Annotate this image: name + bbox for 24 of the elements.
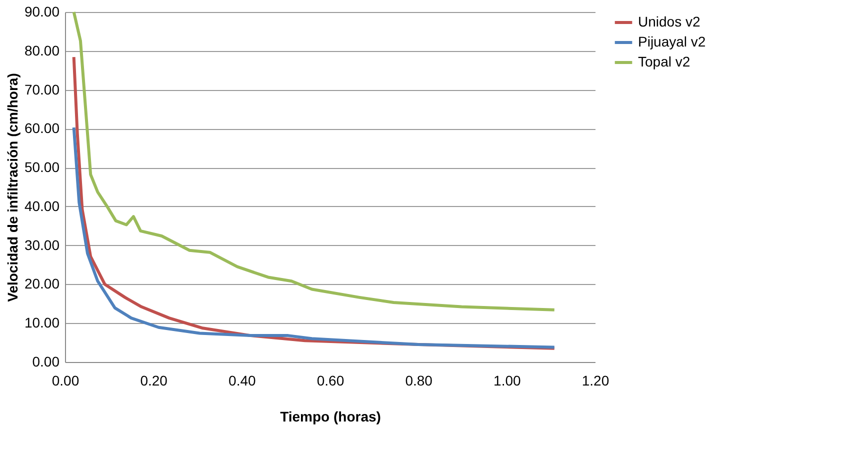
- line-series: [72, 10, 556, 312]
- x-tick-label: 0.80: [405, 372, 433, 388]
- legend-label: Unidos v2: [638, 14, 700, 30]
- x-axis-title: Tiempo (horas): [280, 408, 381, 424]
- y-axis-title: Velocidad de infiltración (cm/hora): [4, 73, 20, 302]
- y-tick-label: 50.00: [24, 159, 60, 176]
- x-tick-label: 0.60: [316, 372, 344, 388]
- x-tick-label: 0.40: [228, 372, 256, 388]
- x-tick-label: 0.20: [140, 372, 168, 388]
- y-tick-label: 70.00: [24, 81, 60, 98]
- y-tick-label: 40.00: [24, 198, 60, 214]
- x-tick-label: 1.20: [582, 372, 610, 388]
- y-tick-label: 30.00: [24, 236, 60, 253]
- legend-label: Topal v2: [638, 54, 690, 70]
- y-tick-label: 20.00: [24, 276, 60, 292]
- x-tick-label: 1.00: [494, 372, 522, 388]
- y-tick-label: 10.00: [24, 314, 60, 331]
- y-tick-label: 80.00: [24, 42, 60, 58]
- y-tick-label: 60.00: [24, 120, 60, 136]
- y-tick-label: 0.00: [32, 354, 60, 370]
- y-tick-label: 90.00: [24, 4, 60, 20]
- x-tick-label: 0.00: [52, 372, 80, 388]
- legend-label: Pijuayal v2: [638, 34, 706, 50]
- line-series: [72, 126, 556, 349]
